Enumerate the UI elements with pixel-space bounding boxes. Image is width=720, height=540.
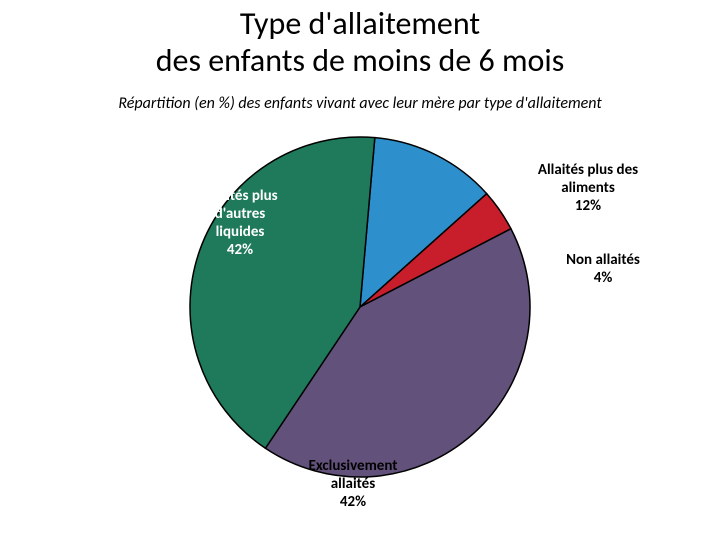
chart-title: Type d'allaitement des enfants de moins … (0, 0, 720, 80)
slice-label: Non allaités4% (548, 251, 658, 287)
pie-chart (160, 127, 560, 497)
title-line-2: des enfants de moins de 6 mois (156, 41, 565, 80)
chart-subtitle: Répartition (en %) des enfants vivant av… (0, 94, 720, 113)
slice-label: Allaités plus desaliments12% (518, 161, 658, 215)
pie-chart-area: Allaités plus desaliments12% Non allaités… (0, 121, 720, 521)
title-line-1: Type d'allaitement (240, 4, 480, 43)
slice-label: Exclusivementallaités42% (288, 457, 418, 511)
slice-label: Allaités plusd'autresliquides42% (180, 187, 300, 259)
